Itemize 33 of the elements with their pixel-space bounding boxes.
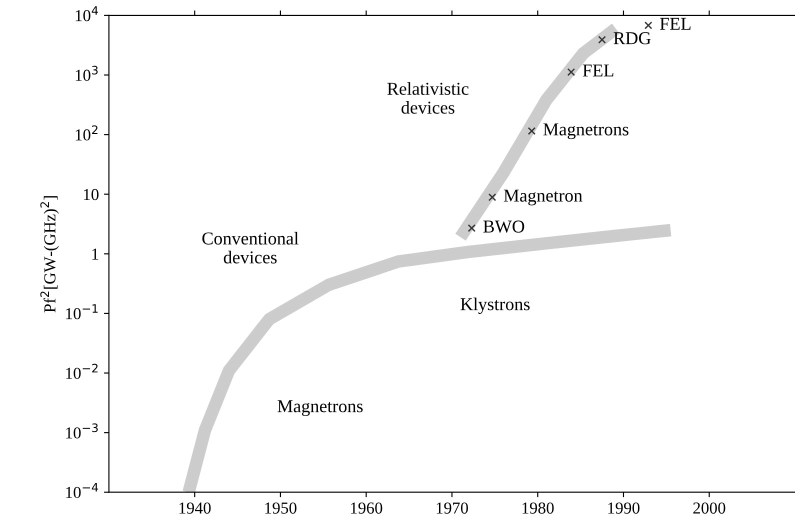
annotation: Magnetrons <box>278 400 363 416</box>
y-tick-label: 10$^{−3}$ <box>66 423 98 439</box>
y-tick-label: 10 <box>84 188 99 200</box>
annotation: FEL <box>660 18 690 30</box>
annotation: FEL <box>582 64 614 76</box>
annotation: Klystrons <box>460 298 530 314</box>
annotation: BWO <box>483 220 524 233</box>
y-tick-label: 10$^{−4}$ <box>66 483 98 498</box>
x-tick-label: 1940 <box>179 502 211 514</box>
y-axis-title: Pf$^{2}$[GW-(GHz)$^{2}$] <box>40 196 59 312</box>
point <box>567 68 576 76</box>
y-tick-label: 10$^{4}$ <box>76 6 98 22</box>
point <box>528 127 536 135</box>
x-tick-label: 2000 <box>693 502 726 514</box>
x-tick-label: 1960 <box>350 502 382 514</box>
y-tick-label: 1 <box>92 248 98 260</box>
y-tick-label: 10$^{3}$ <box>76 66 98 81</box>
annotation: Magnetron <box>504 190 582 206</box>
point <box>598 36 606 44</box>
x-tick-label: 1990 <box>608 502 640 514</box>
x-tick-label: 1950 <box>265 502 296 514</box>
x-tick-label: 1980 <box>522 502 554 514</box>
x-tick-label: 1970 <box>436 502 468 514</box>
annotation: Relativistic devices <box>387 82 469 114</box>
annotation: RDG <box>614 32 651 44</box>
annotation: Conventional devices <box>202 232 299 264</box>
point <box>468 224 476 232</box>
y-tick-label: 10$^{−1}$ <box>66 304 98 320</box>
y-tick-label: 10$^{2}$ <box>76 125 98 141</box>
annotation: Magnetrons <box>543 123 628 140</box>
y-tick-label: 10$^{−2}$ <box>66 364 98 379</box>
point <box>488 193 496 202</box>
point <box>644 21 652 30</box>
